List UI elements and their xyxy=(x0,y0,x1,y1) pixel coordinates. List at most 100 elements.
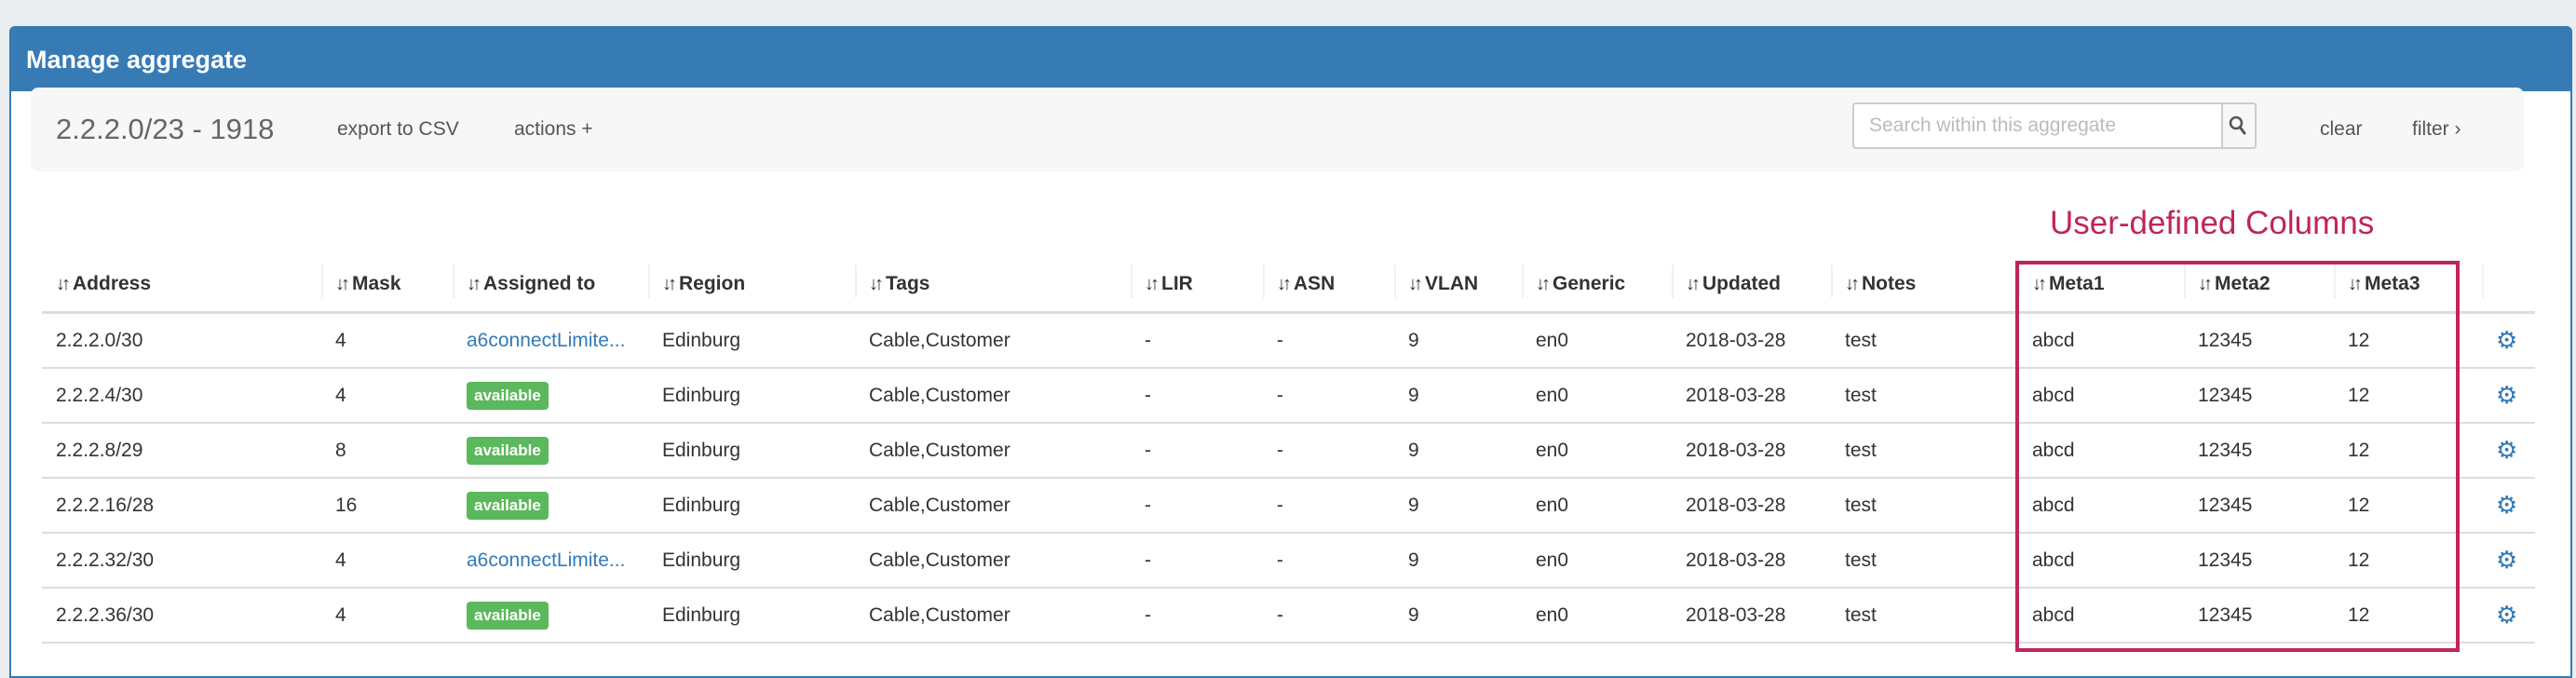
cell-value: 12345 xyxy=(2198,549,2253,571)
sort-icon: ↓↑ xyxy=(1845,274,1860,294)
table-row[interactable]: 2.2.2.32/30 4 a6connectLimite... Edinburg Ca… xyxy=(42,533,2535,589)
column-header-updated[interactable]: ↓↑ Updated xyxy=(1672,257,1831,314)
cell-value: - xyxy=(1277,329,1283,351)
status-badge: available xyxy=(467,381,549,410)
sort-icon: ↓↑ xyxy=(56,274,71,294)
cell-value: 12345 xyxy=(2198,494,2253,516)
cell-updated: 2018-03-28 xyxy=(1672,533,1831,589)
cell-vlan: 9 xyxy=(1394,478,1522,534)
cell-value: abcd xyxy=(2032,549,2075,571)
column-header-region[interactable]: ↓↑ Region xyxy=(648,257,855,314)
column-header-meta3[interactable]: ↓↑ Meta3 xyxy=(2334,257,2482,314)
cell-meta2: 12345 xyxy=(2184,312,2334,369)
cell-value: 12 xyxy=(2348,329,2370,351)
column-header-label: Generic xyxy=(1552,273,1626,294)
sort-icon: ↓↑ xyxy=(1536,274,1551,294)
clear-link[interactable]: clear xyxy=(2320,118,2363,140)
table-row[interactable]: 2.2.2.36/30 4 available Edinburg Cable,Custo… xyxy=(42,588,2535,644)
panel-title: Manage aggregate xyxy=(11,28,2570,91)
column-header-label: Notes xyxy=(1862,273,1917,294)
column-header-notes[interactable]: ↓↑ Notes xyxy=(1831,257,2018,314)
cell-value: 2.2.2.36/30 xyxy=(56,603,155,626)
cell-value: - xyxy=(1145,384,1151,406)
search-icon xyxy=(2229,115,2246,135)
gear-icon[interactable]: ⚙ xyxy=(2496,546,2518,574)
table-row[interactable]: 2.2.2.16/28 16 available Edinburg Cable,Cust… xyxy=(42,478,2535,534)
table-row[interactable]: 2.2.2.0/30 4 a6connectLimite... Edinburg Cab… xyxy=(42,312,2535,369)
search-input[interactable] xyxy=(1852,102,2223,149)
column-header-asn[interactable]: ↓↑ ASN xyxy=(1263,257,1394,314)
gear-icon[interactable]: ⚙ xyxy=(2496,381,2518,409)
column-header-generic[interactable]: ↓↑ Generic xyxy=(1522,257,1672,314)
cell-asn: - xyxy=(1263,478,1394,534)
cell-meta1: abcd xyxy=(2018,533,2184,589)
gear-icon[interactable]: ⚙ xyxy=(2496,491,2518,519)
column-header-address[interactable]: ↓↑ Address xyxy=(42,257,321,314)
cell-region: Edinburg xyxy=(648,478,855,534)
cell-value: abcd xyxy=(2032,329,2075,351)
cell-notes: test xyxy=(1831,368,2018,424)
cell-assigned: available xyxy=(453,478,648,534)
assigned-to-link[interactable]: a6connectLimite... xyxy=(467,549,626,571)
export-csv-link[interactable]: export to CSV xyxy=(337,118,459,140)
cell-meta2: 12345 xyxy=(2184,588,2334,644)
cell-actions: ⚙ xyxy=(2482,533,2535,589)
cell-generic: en0 xyxy=(1522,368,1672,424)
cell-value: 12345 xyxy=(2198,384,2253,406)
cell-vlan: 9 xyxy=(1394,588,1522,644)
column-header-label: Address xyxy=(73,273,152,294)
cell-asn: - xyxy=(1263,533,1394,589)
cell-value: en0 xyxy=(1536,603,1569,626)
cell-value: 2.2.2.0/30 xyxy=(56,329,143,351)
cell-value: 9 xyxy=(1408,549,1419,571)
cell-asn: - xyxy=(1263,368,1394,424)
cell-meta3: 12 xyxy=(2334,423,2482,479)
gear-icon[interactable]: ⚙ xyxy=(2496,326,2518,354)
table-row[interactable]: 2.2.2.4/30 4 available Edinburg Cable,Custom… xyxy=(42,368,2535,424)
sort-icon: ↓↑ xyxy=(662,274,677,294)
cell-value: 2018-03-28 xyxy=(1686,384,1786,406)
table-header-row: ↓↑ Address ↓↑ Mask ↓↑ Assigned to ↓↑ Region ↓↑ Ta… xyxy=(42,257,2535,314)
assigned-to-link[interactable]: a6connectLimite... xyxy=(467,329,626,351)
cell-value: 2.2.2.32/30 xyxy=(56,549,155,571)
column-header-lir[interactable]: ↓↑ LIR xyxy=(1131,257,1263,314)
column-header-meta2[interactable]: ↓↑ Meta2 xyxy=(2184,257,2334,314)
column-header-vlan[interactable]: ↓↑ VLAN xyxy=(1394,257,1522,314)
cell-value: 9 xyxy=(1408,384,1419,406)
cell-generic: en0 xyxy=(1522,588,1672,644)
column-header-label: LIR xyxy=(1161,273,1193,294)
cell-actions: ⚙ xyxy=(2482,423,2535,479)
aggregate-label: 2.2.2.0/23 - 1918 xyxy=(56,113,275,145)
column-header-label: Tags xyxy=(886,273,930,294)
search-button[interactable] xyxy=(2221,102,2257,149)
cell-generic: en0 xyxy=(1522,423,1672,479)
cell-region: Edinburg xyxy=(648,588,855,644)
cell-value: abcd xyxy=(2032,384,2075,406)
gear-icon[interactable]: ⚙ xyxy=(2496,436,2518,464)
table-row[interactable]: 2.2.2.8/29 8 available Edinburg Cable,Custom… xyxy=(42,423,2535,479)
column-header-assigned-to[interactable]: ↓↑ Assigned to xyxy=(453,257,648,314)
cell-value: test xyxy=(1845,439,1877,461)
cell-tags: Cable,Customer xyxy=(855,312,1131,369)
column-header-tags[interactable]: ↓↑ Tags xyxy=(855,257,1131,314)
cell-generic: en0 xyxy=(1522,478,1672,534)
cell-meta3: 12 xyxy=(2334,478,2482,534)
cell-address: 2.2.2.8/29 xyxy=(42,423,321,479)
column-header-mask[interactable]: ↓↑ Mask xyxy=(321,257,453,314)
sort-icon: ↓↑ xyxy=(467,274,481,294)
column-header-meta1[interactable]: ↓↑ Meta1 xyxy=(2018,257,2184,314)
gear-icon[interactable]: ⚙ xyxy=(2496,601,2518,629)
column-header-label: Assigned to xyxy=(483,273,596,294)
cell-value: Cable,Customer xyxy=(869,439,1010,461)
filter-toggle[interactable]: filter › xyxy=(2412,118,2461,140)
cell-value: Edinburg xyxy=(662,549,741,571)
column-header-label: Mask xyxy=(352,273,401,294)
cell-value: - xyxy=(1277,549,1283,571)
cell-value: Edinburg xyxy=(662,603,741,626)
cell-value: - xyxy=(1277,384,1283,406)
aggregate-table: ↓↑ Address ↓↑ Mask ↓↑ Assigned to ↓↑ Region ↓↑ Ta… xyxy=(42,257,2535,644)
cell-assigned: available xyxy=(453,423,648,479)
cell-value: Cable,Customer xyxy=(869,549,1010,571)
actions-menu[interactable]: actions + xyxy=(514,118,593,140)
cell-value: Cable,Customer xyxy=(869,494,1010,516)
